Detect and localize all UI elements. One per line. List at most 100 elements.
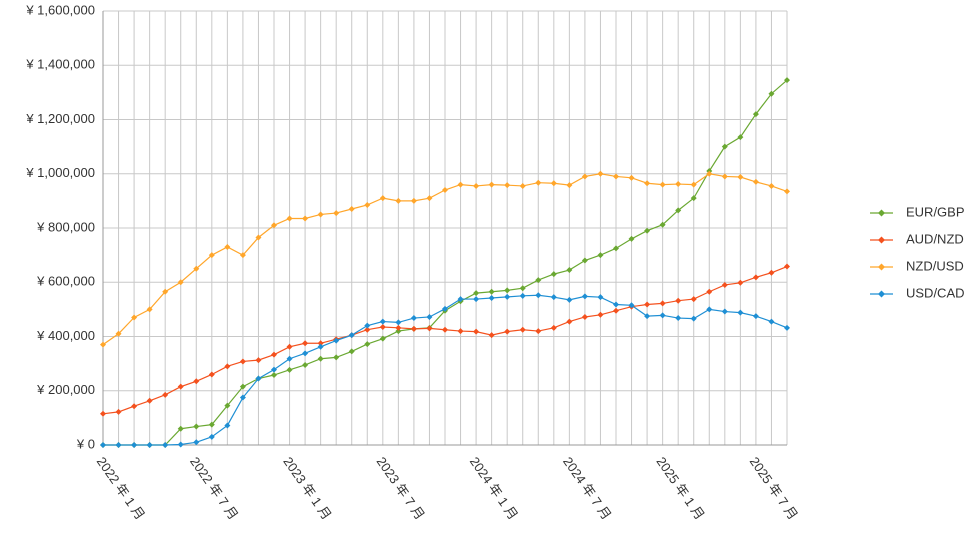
point-marker bbox=[581, 257, 588, 264]
x-tick-label: 2024 年 7 月 bbox=[560, 454, 614, 522]
point-marker bbox=[504, 182, 511, 189]
point-marker bbox=[597, 170, 604, 177]
point-marker bbox=[721, 173, 728, 180]
point-marker bbox=[488, 294, 495, 301]
point-marker bbox=[566, 318, 573, 325]
x-tick-label: 2022 年 7 月 bbox=[187, 454, 241, 522]
point-marker bbox=[193, 439, 200, 446]
point-marker bbox=[224, 422, 231, 429]
point-marker bbox=[302, 350, 309, 357]
point-marker bbox=[768, 90, 775, 97]
point-marker bbox=[550, 180, 557, 187]
point-marker bbox=[581, 173, 588, 180]
point-marker bbox=[100, 410, 106, 417]
point-marker bbox=[519, 182, 526, 189]
point-marker bbox=[768, 269, 775, 276]
point-marker bbox=[146, 306, 153, 313]
point-marker bbox=[675, 207, 682, 214]
point-marker bbox=[426, 195, 433, 202]
point-marker bbox=[566, 182, 573, 189]
point-marker bbox=[395, 197, 402, 204]
point-marker bbox=[721, 308, 728, 315]
point-marker bbox=[100, 442, 106, 448]
point-marker bbox=[286, 343, 293, 350]
point-marker bbox=[535, 277, 542, 284]
point-marker bbox=[239, 252, 246, 259]
point-marker bbox=[628, 302, 635, 309]
point-marker bbox=[364, 326, 371, 333]
point-marker bbox=[581, 313, 588, 320]
point-marker bbox=[395, 328, 402, 335]
point-marker bbox=[628, 235, 635, 242]
point-marker bbox=[706, 288, 713, 295]
point-marker bbox=[379, 195, 386, 202]
point-marker bbox=[597, 252, 604, 259]
point-marker bbox=[784, 77, 790, 84]
point-marker bbox=[131, 442, 138, 448]
point-marker bbox=[566, 296, 573, 303]
point-marker bbox=[737, 279, 744, 286]
point-marker bbox=[784, 324, 790, 331]
point-marker bbox=[131, 403, 138, 410]
point-marker bbox=[271, 222, 277, 229]
legend-marker bbox=[878, 236, 885, 244]
point-marker bbox=[519, 292, 526, 299]
point-marker bbox=[146, 442, 153, 448]
legend-marker bbox=[878, 209, 885, 217]
point-marker bbox=[286, 215, 293, 222]
point-marker bbox=[442, 187, 448, 194]
point-marker bbox=[488, 181, 495, 188]
point-marker bbox=[752, 178, 759, 185]
point-marker bbox=[768, 318, 775, 325]
point-marker bbox=[752, 274, 759, 281]
point-marker bbox=[286, 366, 293, 373]
y-tick-label: ¥ 600,000 bbox=[36, 274, 95, 289]
point-marker bbox=[395, 324, 402, 331]
legend-label: NZD/USD bbox=[906, 258, 964, 273]
point-marker bbox=[550, 294, 557, 301]
point-marker bbox=[737, 174, 744, 181]
point-marker bbox=[239, 394, 246, 401]
point-marker bbox=[473, 296, 480, 303]
point-marker bbox=[193, 265, 200, 272]
point-marker bbox=[255, 375, 262, 382]
point-marker bbox=[271, 351, 277, 358]
point-marker bbox=[457, 328, 464, 335]
point-marker bbox=[410, 197, 417, 204]
y-tick-label: ¥ 1,600,000 bbox=[25, 2, 95, 17]
point-marker bbox=[317, 355, 324, 362]
point-marker bbox=[690, 296, 697, 303]
point-marker bbox=[177, 425, 184, 432]
y-tick-label: ¥ 200,000 bbox=[36, 382, 95, 397]
x-tick-label: 2025 年 7 月 bbox=[747, 454, 801, 522]
point-marker bbox=[224, 243, 231, 250]
point-marker bbox=[473, 290, 480, 297]
point-marker bbox=[302, 361, 309, 368]
point-marker bbox=[690, 181, 697, 188]
point-marker bbox=[239, 358, 246, 365]
point-marker bbox=[488, 288, 495, 295]
point-marker bbox=[519, 285, 526, 292]
point-marker bbox=[348, 348, 355, 355]
point-marker bbox=[721, 143, 728, 150]
point-marker bbox=[395, 319, 402, 326]
point-marker bbox=[442, 305, 448, 312]
point-marker bbox=[752, 111, 759, 118]
x-tick-label: 2023 年 1 月 bbox=[280, 454, 334, 522]
point-marker bbox=[255, 357, 262, 364]
point-marker bbox=[177, 383, 184, 390]
point-marker bbox=[208, 252, 215, 259]
point-marker bbox=[379, 335, 386, 342]
point-marker bbox=[597, 311, 604, 318]
legend-marker bbox=[878, 290, 885, 298]
point-marker bbox=[706, 306, 713, 313]
point-marker bbox=[613, 301, 619, 308]
point-marker bbox=[457, 296, 464, 303]
point-marker bbox=[473, 328, 480, 335]
point-marker bbox=[146, 397, 153, 404]
x-tick-label: 2025 年 1 月 bbox=[653, 454, 707, 522]
point-marker bbox=[659, 312, 666, 319]
point-marker bbox=[550, 324, 557, 331]
point-marker bbox=[317, 211, 324, 218]
